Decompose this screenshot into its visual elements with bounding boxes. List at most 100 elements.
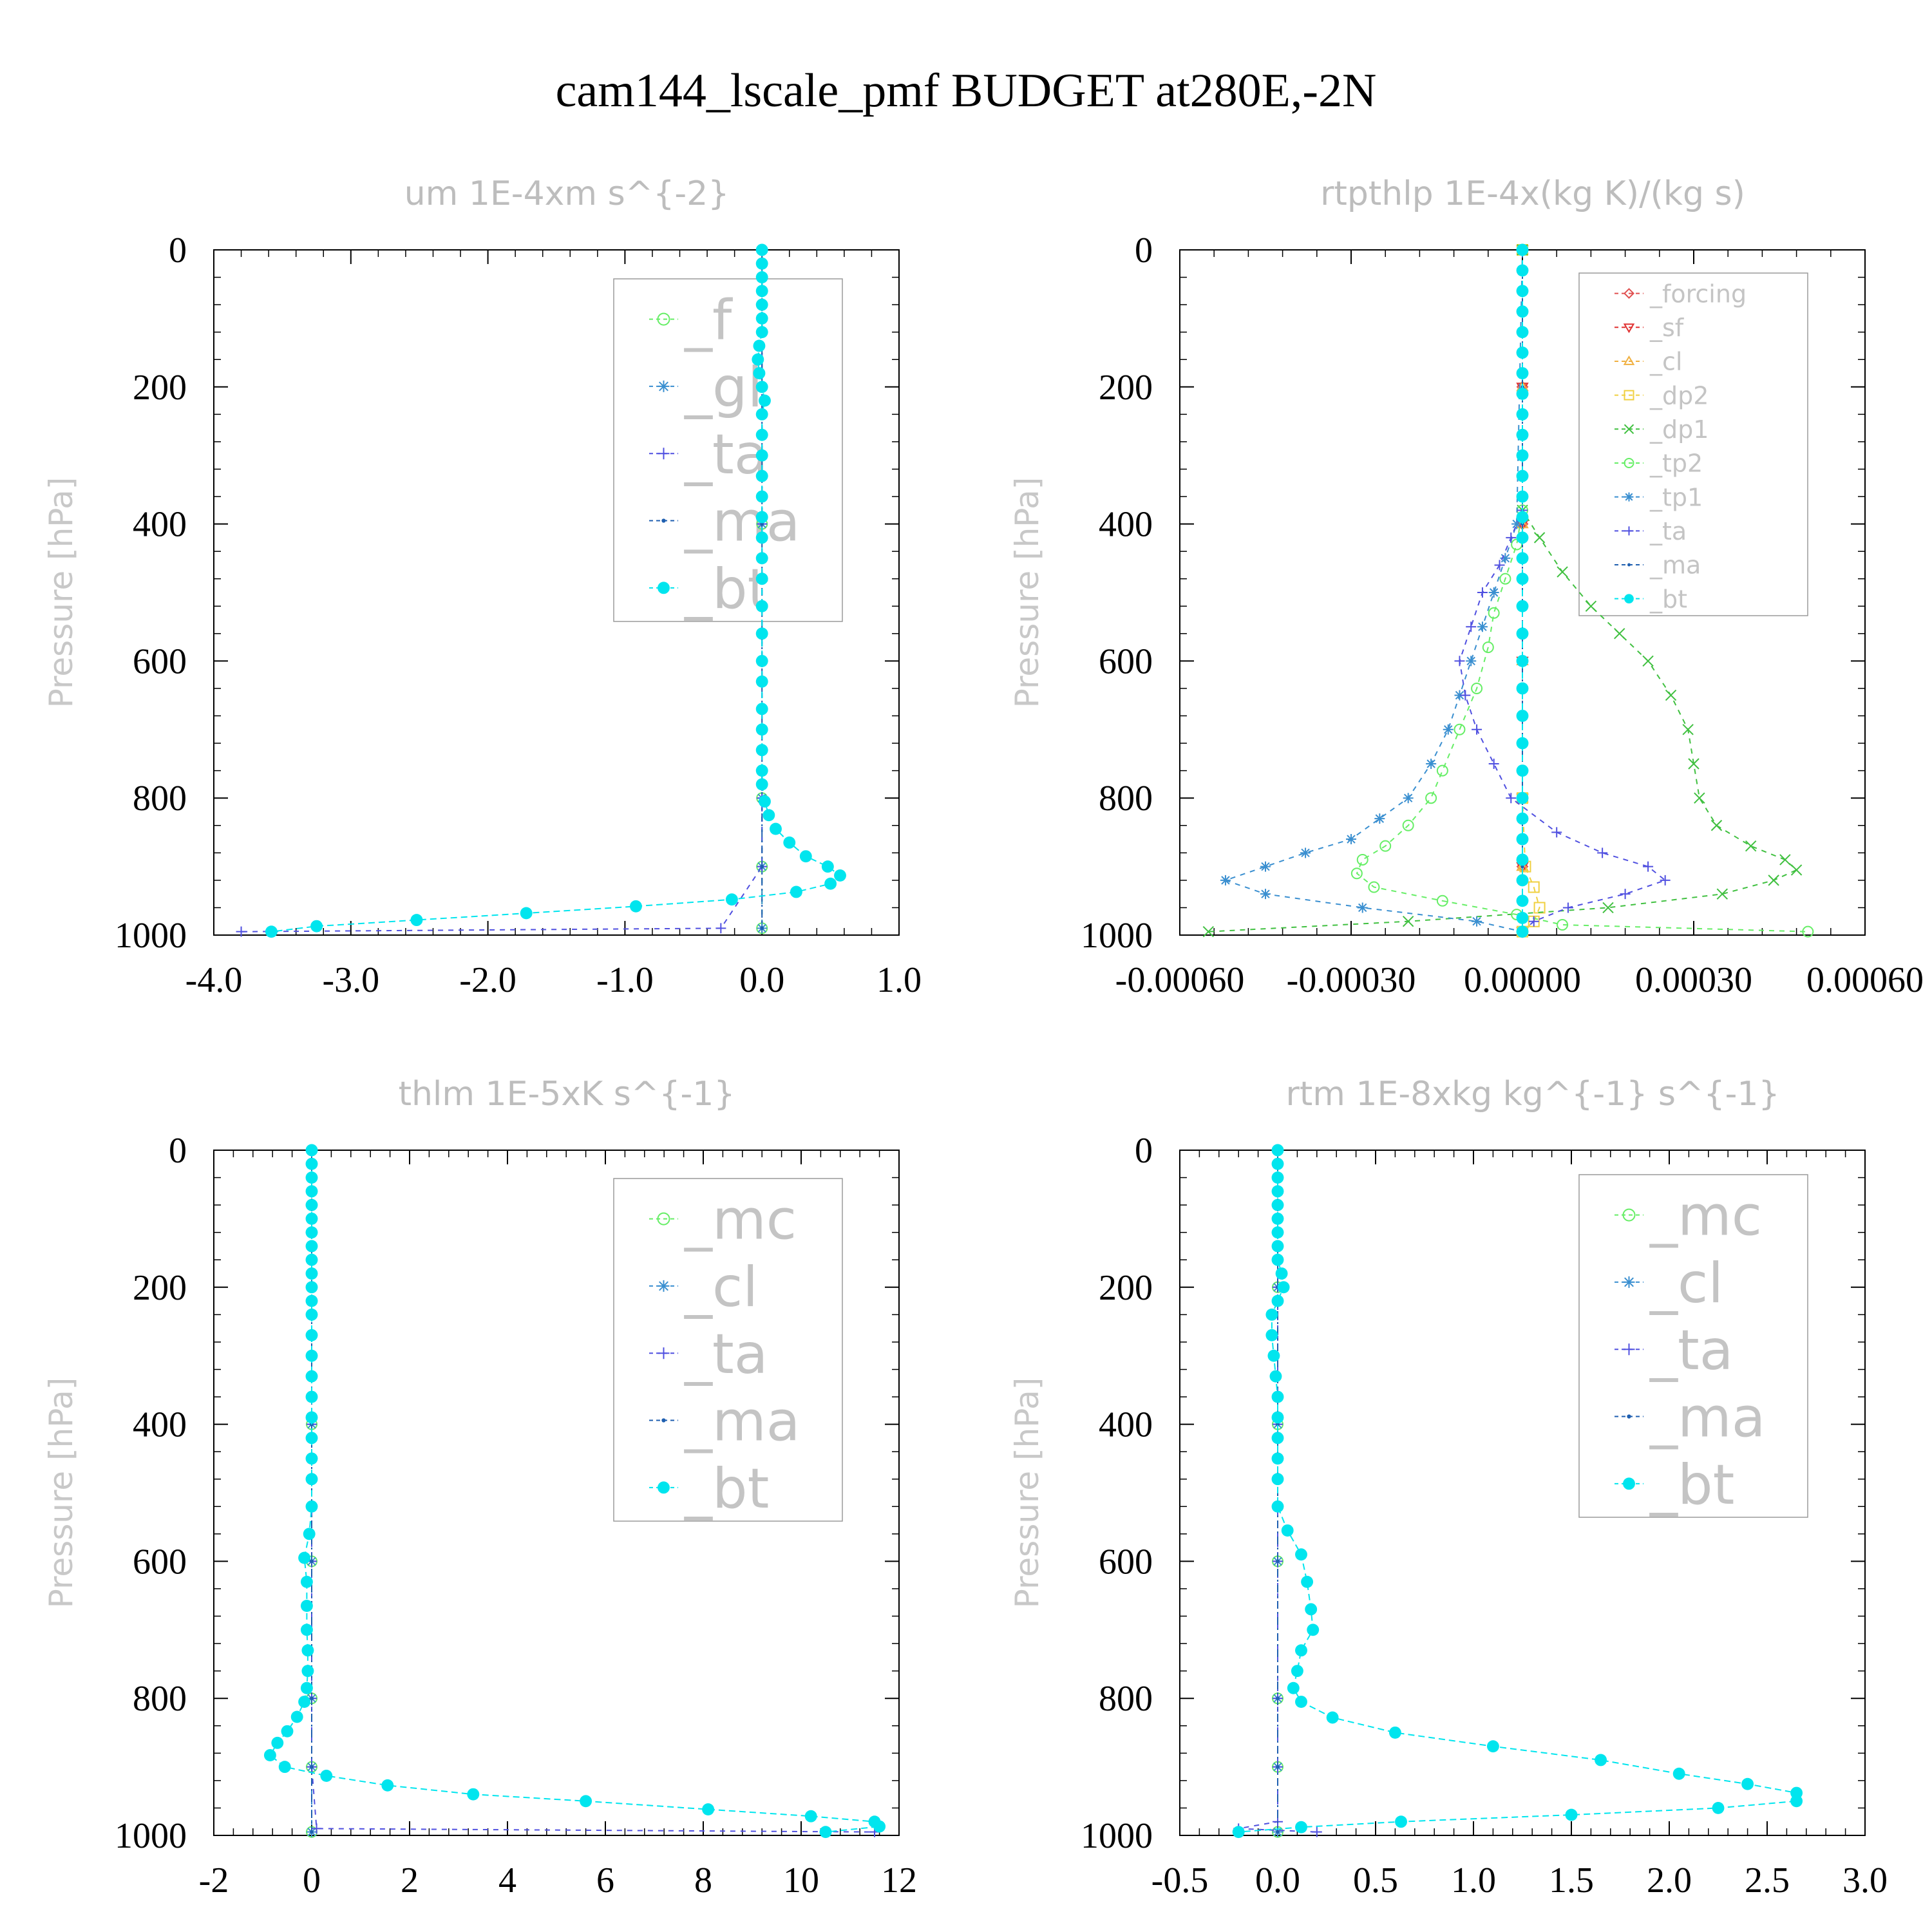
data-point-bt xyxy=(300,1624,313,1636)
data-point-bt xyxy=(702,1803,715,1816)
data-point-bt xyxy=(1516,764,1529,777)
data-point-bt xyxy=(1271,1411,1284,1424)
data-point-bt xyxy=(520,907,533,920)
series-line-tp2 xyxy=(1356,250,1808,933)
data-point-bt xyxy=(755,778,768,791)
data-point-bt xyxy=(301,1644,314,1657)
data-point-tp2 xyxy=(1425,792,1437,804)
x-tick-label: 0.0 xyxy=(1255,1861,1300,1900)
data-point-bt xyxy=(305,1329,318,1341)
legend-marker xyxy=(1622,1208,1636,1222)
data-point-ma xyxy=(760,926,764,931)
y-tick-label: 1000 xyxy=(1081,916,1153,956)
data-point-bt xyxy=(755,381,768,393)
data-point-bt xyxy=(1516,490,1529,503)
data-point-ta xyxy=(1506,532,1517,543)
series-line-ta xyxy=(311,1150,875,1833)
data-point-ta xyxy=(1643,861,1654,872)
data-point-tp2 xyxy=(1402,819,1414,831)
data-point-bt xyxy=(1516,243,1529,256)
data-point-dp1 xyxy=(1688,758,1700,770)
data-point-ta xyxy=(1494,560,1505,571)
data-point-bt xyxy=(755,285,768,298)
legend-marker xyxy=(1624,424,1634,435)
data-point-dp1 xyxy=(1790,864,1803,876)
data-point-dp1 xyxy=(1716,888,1728,900)
x-tick-label: 0.0 xyxy=(739,960,784,1000)
data-point-bt xyxy=(834,869,846,882)
y-tick-label: 0 xyxy=(1135,1131,1153,1171)
legend: _f_gl_ta_ma_bt xyxy=(613,278,843,622)
data-point-bt xyxy=(1516,710,1529,722)
data-point-bt xyxy=(305,1212,318,1225)
data-point-tp2 xyxy=(1436,764,1448,777)
data-point-bt xyxy=(1305,1603,1318,1616)
data-point-bt xyxy=(1388,1726,1401,1739)
data-point-bt xyxy=(1281,1524,1294,1537)
panel-um: um 1E-4xm s^{-2} Pressure [hPa] -4.0 -3.0… xyxy=(43,175,922,1000)
data-point-bt xyxy=(305,1240,318,1253)
data-point-tp2 xyxy=(1454,723,1466,735)
data-point-bt xyxy=(753,367,766,379)
y-tick-label: 200 xyxy=(133,1268,187,1308)
data-point-tp1 xyxy=(1488,587,1499,598)
data-point-bt xyxy=(1790,1795,1803,1808)
legend-box xyxy=(613,1178,843,1522)
data-point-bt xyxy=(1265,1308,1278,1321)
legend: _mc_cl_ta_ma_bt xyxy=(1578,1174,1808,1518)
data-point-bt xyxy=(755,271,768,284)
data-point-ma xyxy=(310,1559,314,1564)
y-axis-label-um: Pressure [hPa] xyxy=(43,477,80,708)
data-point-bt xyxy=(305,1226,318,1239)
x-tick-label: 2.5 xyxy=(1745,1861,1790,1900)
y-tick-label: 800 xyxy=(1099,1679,1153,1719)
legend-label: _ta xyxy=(1649,1318,1733,1383)
data-point-bt xyxy=(305,1473,318,1486)
data-point-bt xyxy=(1516,469,1529,482)
legend-marker xyxy=(1624,492,1634,502)
data-point-bt xyxy=(1295,1821,1307,1833)
data-point-bt xyxy=(381,1779,394,1792)
data-point-ta xyxy=(1466,621,1477,632)
data-point-bt xyxy=(1516,682,1529,695)
data-point-bt xyxy=(1287,1681,1300,1694)
panel-rtpthlp: rtpthlp 1E-4x(kg K)/(kg s) Pressure [hPa… xyxy=(1009,175,1924,1000)
data-point-bt xyxy=(770,822,782,835)
data-point-bt xyxy=(1326,1711,1339,1724)
data-point-bt xyxy=(1271,1253,1284,1266)
data-point-bt xyxy=(1595,1754,1607,1766)
data-point-bt xyxy=(305,1281,318,1294)
data-point-bt xyxy=(755,573,768,585)
plot-area-thlm: -2 0 2 4 6 8 10 12 0 200 400 600 800 1000 _mc_cl_ta_ma… xyxy=(115,1131,917,1900)
data-point-bt xyxy=(755,744,768,757)
legend-label: _sf xyxy=(1649,314,1685,342)
data-point-dp1 xyxy=(1602,902,1614,914)
data-point-bt xyxy=(305,1267,318,1280)
data-point-bt xyxy=(1516,874,1529,887)
data-point-dp1 xyxy=(1202,925,1215,938)
legend-marker xyxy=(1623,1477,1635,1490)
data-point-bt xyxy=(290,1710,303,1723)
data-point-tp2 xyxy=(1499,573,1511,585)
data-point-ta xyxy=(1506,793,1517,804)
y-tick-label: 800 xyxy=(1099,779,1153,819)
legend-label: _tp1 xyxy=(1649,483,1703,511)
legend-label: _bt xyxy=(1649,585,1687,613)
x-tick-label: 0.5 xyxy=(1353,1861,1398,1900)
data-point-ma xyxy=(1276,1830,1280,1834)
plot-frame xyxy=(213,1150,900,1836)
data-point-bt xyxy=(1516,346,1529,359)
data-point-dp1 xyxy=(1585,600,1597,612)
data-point-bt xyxy=(1271,1144,1284,1157)
data-point-bt xyxy=(873,1820,886,1833)
data-point-bt xyxy=(753,339,766,352)
data-point-bt xyxy=(1295,1548,1307,1561)
data-point-dp1 xyxy=(1614,628,1625,639)
data-point-bt xyxy=(804,1810,817,1823)
series-bt xyxy=(263,1144,886,1839)
data-point-bt xyxy=(1516,911,1529,924)
data-point-bt xyxy=(301,1665,314,1678)
data-point-bt xyxy=(755,764,768,777)
y-tick-label: 1000 xyxy=(1081,1816,1153,1856)
